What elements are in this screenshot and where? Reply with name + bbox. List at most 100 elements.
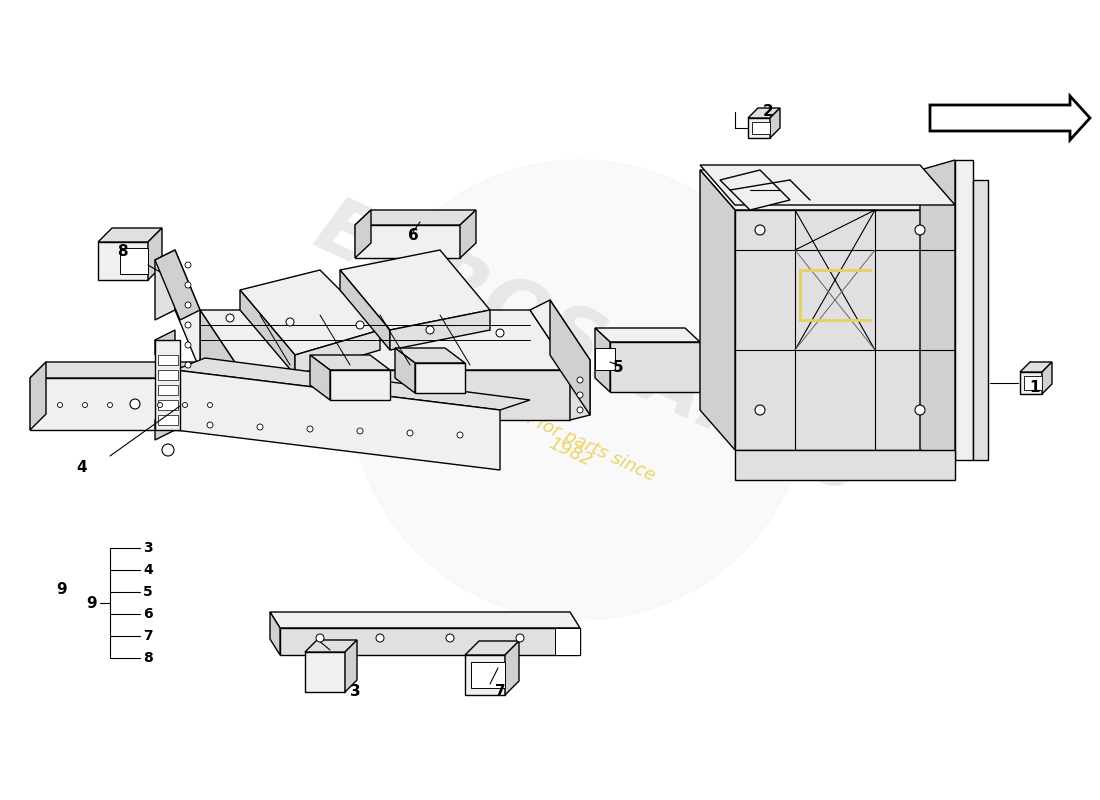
Circle shape — [407, 430, 412, 436]
Polygon shape — [280, 628, 580, 655]
Polygon shape — [305, 640, 358, 652]
Polygon shape — [30, 362, 256, 378]
Polygon shape — [550, 300, 590, 415]
Text: 8: 8 — [143, 651, 153, 665]
Text: 2: 2 — [762, 105, 773, 119]
Polygon shape — [240, 290, 295, 375]
Polygon shape — [158, 400, 178, 410]
Polygon shape — [270, 612, 280, 655]
Polygon shape — [570, 360, 590, 420]
Circle shape — [207, 422, 213, 428]
Text: 9: 9 — [57, 582, 67, 598]
Circle shape — [185, 322, 191, 328]
Polygon shape — [155, 250, 175, 320]
Polygon shape — [355, 210, 476, 225]
Polygon shape — [305, 652, 345, 692]
Circle shape — [358, 428, 363, 434]
Circle shape — [578, 377, 583, 383]
Polygon shape — [30, 378, 240, 430]
Circle shape — [226, 314, 234, 322]
Polygon shape — [1024, 376, 1042, 390]
Polygon shape — [460, 210, 476, 258]
Circle shape — [157, 402, 163, 407]
Text: 6: 6 — [143, 607, 153, 621]
Circle shape — [130, 399, 140, 409]
Polygon shape — [595, 328, 610, 392]
Circle shape — [185, 302, 191, 308]
Polygon shape — [471, 662, 505, 688]
Polygon shape — [1020, 372, 1042, 394]
Polygon shape — [395, 348, 415, 393]
Circle shape — [183, 402, 187, 407]
Polygon shape — [148, 228, 162, 280]
Polygon shape — [700, 165, 955, 205]
Circle shape — [162, 444, 174, 456]
Polygon shape — [155, 250, 200, 320]
Text: 4: 4 — [143, 563, 153, 577]
Text: 3: 3 — [350, 685, 361, 699]
Text: 6: 6 — [408, 227, 418, 242]
Text: 5: 5 — [143, 585, 153, 599]
Polygon shape — [330, 370, 390, 400]
Circle shape — [915, 225, 925, 235]
Circle shape — [456, 432, 463, 438]
Circle shape — [516, 634, 524, 642]
Circle shape — [57, 402, 63, 407]
Polygon shape — [955, 160, 974, 460]
Text: 3: 3 — [143, 541, 153, 555]
Text: 5: 5 — [613, 361, 624, 375]
Circle shape — [755, 225, 764, 235]
Polygon shape — [930, 96, 1090, 140]
Circle shape — [578, 392, 583, 398]
Circle shape — [185, 342, 191, 348]
Circle shape — [446, 634, 454, 642]
Circle shape — [316, 634, 324, 642]
Polygon shape — [395, 348, 465, 363]
Text: a passion for parts since: a passion for parts since — [451, 375, 659, 485]
Circle shape — [915, 405, 925, 415]
Circle shape — [185, 262, 191, 268]
Polygon shape — [158, 385, 178, 395]
Polygon shape — [770, 108, 780, 138]
Polygon shape — [530, 300, 590, 370]
Polygon shape — [556, 628, 580, 655]
Circle shape — [755, 405, 764, 415]
Circle shape — [426, 326, 434, 334]
Circle shape — [307, 426, 314, 432]
Circle shape — [356, 321, 364, 329]
Polygon shape — [1020, 362, 1052, 372]
Polygon shape — [310, 355, 330, 400]
Polygon shape — [390, 310, 490, 350]
Text: 1982: 1982 — [546, 434, 595, 470]
Polygon shape — [240, 362, 256, 430]
Polygon shape — [340, 270, 390, 350]
Polygon shape — [158, 415, 178, 425]
Polygon shape — [748, 108, 780, 118]
Polygon shape — [465, 641, 519, 655]
Text: 7: 7 — [495, 685, 505, 699]
Text: 7: 7 — [143, 629, 153, 643]
Polygon shape — [465, 655, 505, 695]
Polygon shape — [98, 228, 162, 242]
Polygon shape — [974, 180, 988, 460]
Polygon shape — [920, 160, 955, 460]
Circle shape — [578, 407, 583, 413]
Circle shape — [108, 402, 112, 407]
Polygon shape — [720, 170, 790, 210]
Polygon shape — [595, 328, 700, 342]
Polygon shape — [340, 250, 490, 330]
Circle shape — [185, 282, 191, 288]
Polygon shape — [295, 330, 380, 375]
Polygon shape — [752, 122, 770, 134]
Circle shape — [208, 402, 212, 407]
Polygon shape — [415, 363, 465, 393]
Polygon shape — [30, 362, 46, 430]
Polygon shape — [200, 310, 570, 370]
Polygon shape — [175, 370, 500, 470]
Polygon shape — [158, 355, 178, 365]
Polygon shape — [175, 358, 530, 410]
Text: 1: 1 — [1030, 381, 1041, 395]
Polygon shape — [270, 612, 580, 628]
Polygon shape — [735, 210, 955, 450]
Polygon shape — [155, 330, 175, 440]
